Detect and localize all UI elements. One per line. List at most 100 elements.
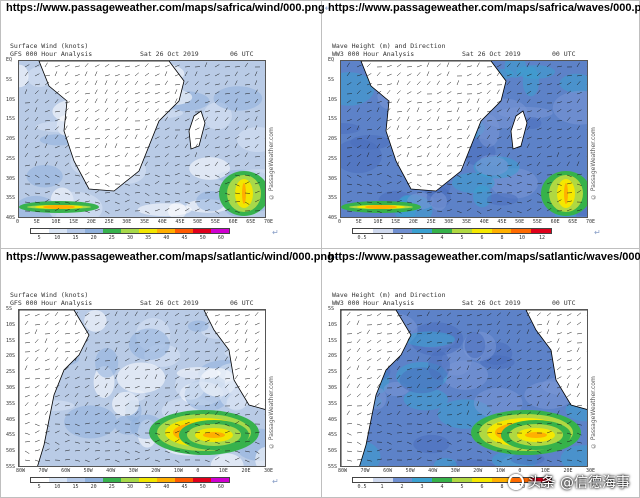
wave-direction-arrow xyxy=(476,118,482,122)
wind-barb xyxy=(124,134,128,140)
wave-direction-arrow xyxy=(406,116,410,122)
wave-direction-arrow xyxy=(366,109,372,113)
wave-direction-arrow xyxy=(546,413,552,416)
wave-direction-arrow xyxy=(346,108,351,113)
wind-barb xyxy=(144,387,150,389)
wave-direction-arrow xyxy=(436,153,441,158)
passageweather-watermark: © PassageWeather.com xyxy=(268,127,275,200)
scale-label: 10 xyxy=(518,235,526,241)
wind-barb xyxy=(94,375,99,380)
wind-barb xyxy=(184,413,190,416)
wave-direction-arrow xyxy=(386,378,392,380)
wind-barb xyxy=(254,441,260,445)
wind-barb xyxy=(214,366,220,371)
map-url-text[interactable]: https://www.passageweather.com/maps/satl… xyxy=(328,251,640,263)
wind-barb xyxy=(44,358,50,362)
wave-direction-arrow xyxy=(396,174,402,177)
wave-direction-arrow xyxy=(476,154,482,158)
wave-direction-arrow xyxy=(516,330,521,335)
wind-barb xyxy=(234,154,240,158)
wind-barb xyxy=(144,161,148,167)
wave-direction-arrow xyxy=(416,404,422,407)
wind-barb xyxy=(214,331,220,335)
wave-direction-arrow xyxy=(406,368,412,371)
wave-direction-arrow xyxy=(516,161,520,167)
wave-direction-arrow xyxy=(466,125,470,131)
map-url-text[interactable]: https://www.passageweather.com/maps/safr… xyxy=(328,2,640,14)
map-url-text[interactable]: https://www.passageweather.com/maps/satl… xyxy=(6,251,334,263)
wind-barb xyxy=(44,100,50,104)
wave-direction-arrow xyxy=(556,347,560,353)
panel-4: https://www.passageweather.com/maps/satl… xyxy=(322,249,640,498)
wind-barb xyxy=(24,402,29,407)
scale-label: 0.5 xyxy=(357,484,367,490)
lon-label: 25E xyxy=(104,219,114,225)
wave-direction-arrow xyxy=(356,107,360,113)
wind-barb xyxy=(104,365,109,371)
wave-direction-arrow xyxy=(356,331,362,335)
wave-direction-arrow xyxy=(376,117,382,122)
wind-barb xyxy=(114,209,120,212)
lat-label: 15S xyxy=(328,116,338,123)
wave-direction-arrow xyxy=(526,394,532,398)
wave-direction-arrow xyxy=(416,323,422,326)
wind-barb xyxy=(184,110,190,113)
scale-label: 50 xyxy=(199,235,206,241)
wave-direction-arrow xyxy=(546,191,552,194)
wave-direction-arrow xyxy=(546,144,552,149)
wind-barb xyxy=(84,339,89,344)
wind-barb xyxy=(54,161,58,167)
wave-direction-arrow xyxy=(516,358,522,362)
wind-barb xyxy=(64,125,68,131)
wind-barb xyxy=(184,91,190,95)
wave-direction-arrow xyxy=(426,431,432,434)
wind-barb xyxy=(124,129,130,131)
wind-barb xyxy=(54,207,60,212)
wind-barb xyxy=(224,430,230,434)
wind-barb xyxy=(44,161,48,167)
map-url[interactable]: https://www.passageweather.com/maps/safr… xyxy=(328,2,640,14)
wave-direction-arrow xyxy=(586,183,587,184)
wave-direction-arrow xyxy=(536,101,542,104)
wave-direction-arrow xyxy=(516,136,522,140)
lon-label: 10E xyxy=(51,219,61,225)
wind-barb xyxy=(104,459,110,461)
wind-barb xyxy=(234,393,240,398)
map-url[interactable]: https://www.passageweather.com/maps/satl… xyxy=(328,251,640,263)
wind-barb xyxy=(224,315,230,317)
wave-direction-arrow xyxy=(566,101,572,104)
wind-barb xyxy=(44,120,50,122)
wave-direction-arrow xyxy=(566,200,572,203)
wave-direction-arrow xyxy=(556,136,562,140)
wind-barb xyxy=(154,348,160,353)
wave-direction-arrow xyxy=(476,146,482,149)
wind-barb xyxy=(164,111,170,113)
wind-barb xyxy=(194,431,200,434)
wave-direction-arrow xyxy=(586,147,587,148)
map-url[interactable]: https://www.passageweather.com/maps/satl… xyxy=(6,251,341,263)
color-scale-labels: 5 10 15 20 25 30 35 40 45 50 60 xyxy=(30,484,230,492)
wave-direction-arrow xyxy=(376,107,380,113)
map-url-text[interactable]: https://www.passageweather.com/maps/safr… xyxy=(6,2,325,14)
wave-direction-arrow xyxy=(436,360,442,362)
wind-barb xyxy=(194,423,200,426)
wave-direction-arrow xyxy=(416,102,422,104)
wind-barb xyxy=(94,118,100,122)
scale-label: 35 xyxy=(145,484,152,490)
color-swatch xyxy=(491,478,512,482)
wave-direction-arrow xyxy=(526,311,531,317)
wind-barb xyxy=(74,99,80,104)
lon-label: 5E xyxy=(33,219,40,225)
wind-barb xyxy=(34,439,40,443)
wave-direction-arrow xyxy=(356,432,362,434)
wave-direction-arrow xyxy=(386,161,391,167)
wave-direction-arrow xyxy=(456,80,460,86)
wind-barb xyxy=(174,365,178,371)
wave-direction-arrow xyxy=(476,183,482,185)
map-model-line: GFS 000 Hour Analysis xyxy=(10,50,93,58)
wind-barb xyxy=(74,182,80,185)
wave-direction-arrow xyxy=(556,146,562,149)
wave-direction-arrow xyxy=(546,439,552,443)
map-url[interactable]: https://www.passageweather.com/maps/safr… xyxy=(6,2,332,14)
lat-label: EQ xyxy=(6,57,13,63)
